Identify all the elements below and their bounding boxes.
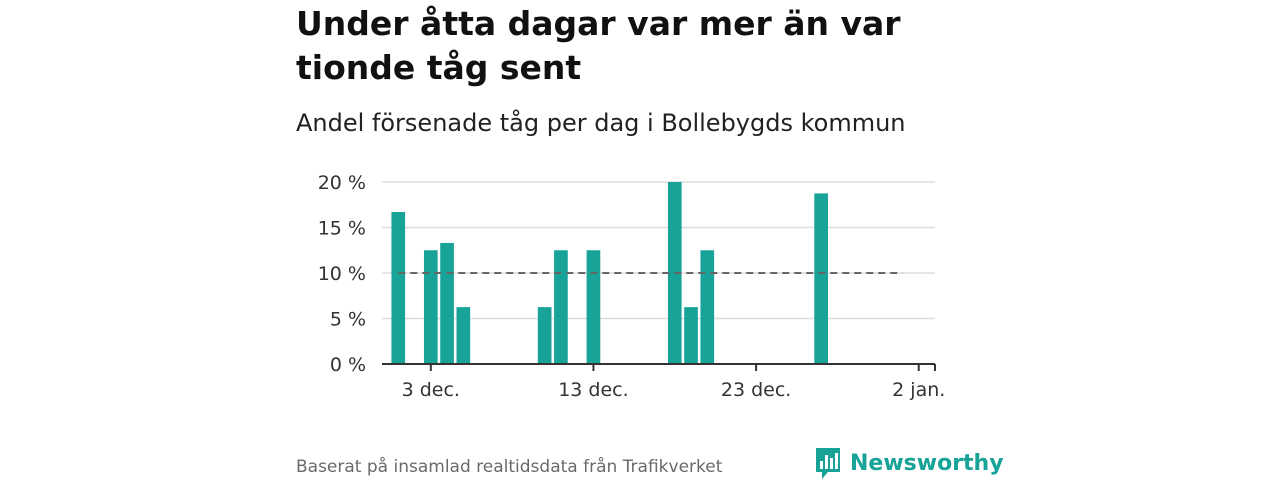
chart-title: Under åtta dagar var mer än var tionde t…: [296, 4, 901, 87]
source-note: Baserat på insamlad realtidsdata från Tr…: [296, 457, 723, 477]
y-tick-label: 20 %: [318, 172, 366, 194]
x-axis: 3 dec. 13 dec. 23 dec. 2 jan.: [382, 363, 945, 401]
bar: [423, 250, 438, 364]
brand-logo: Newsworthy: [814, 446, 1004, 480]
x-tick-label: 23 dec.: [721, 379, 791, 401]
y-tick-label: 5 %: [330, 309, 366, 331]
bar: [440, 242, 454, 364]
bar-chart-speech-bubble-icon: [816, 448, 840, 479]
x-tick-label: 13 dec.: [558, 379, 628, 401]
brand-name: Newsworthy: [850, 450, 1004, 476]
bar: [554, 250, 568, 364]
x-tick-label: 2 jan.: [892, 379, 945, 401]
bars: [391, 182, 828, 364]
bar: [456, 307, 471, 364]
bar: [391, 212, 406, 364]
bar: [814, 193, 828, 364]
x-tick-label: 3 dec.: [402, 379, 460, 401]
y-axis-labels: 0 % 5 % 10 % 15 % 20 %: [318, 172, 366, 376]
y-tick-label: 10 %: [318, 263, 366, 285]
bar: [700, 250, 715, 364]
bar: [537, 307, 552, 364]
gridlines: [382, 181, 935, 320]
y-tick-label: 0 %: [330, 354, 366, 376]
chart-subtitle: Andel försenade tåg per dag i Bollebygds…: [296, 109, 906, 137]
bar: [684, 307, 698, 364]
bar: [586, 250, 601, 364]
y-tick-label: 15 %: [318, 218, 366, 240]
